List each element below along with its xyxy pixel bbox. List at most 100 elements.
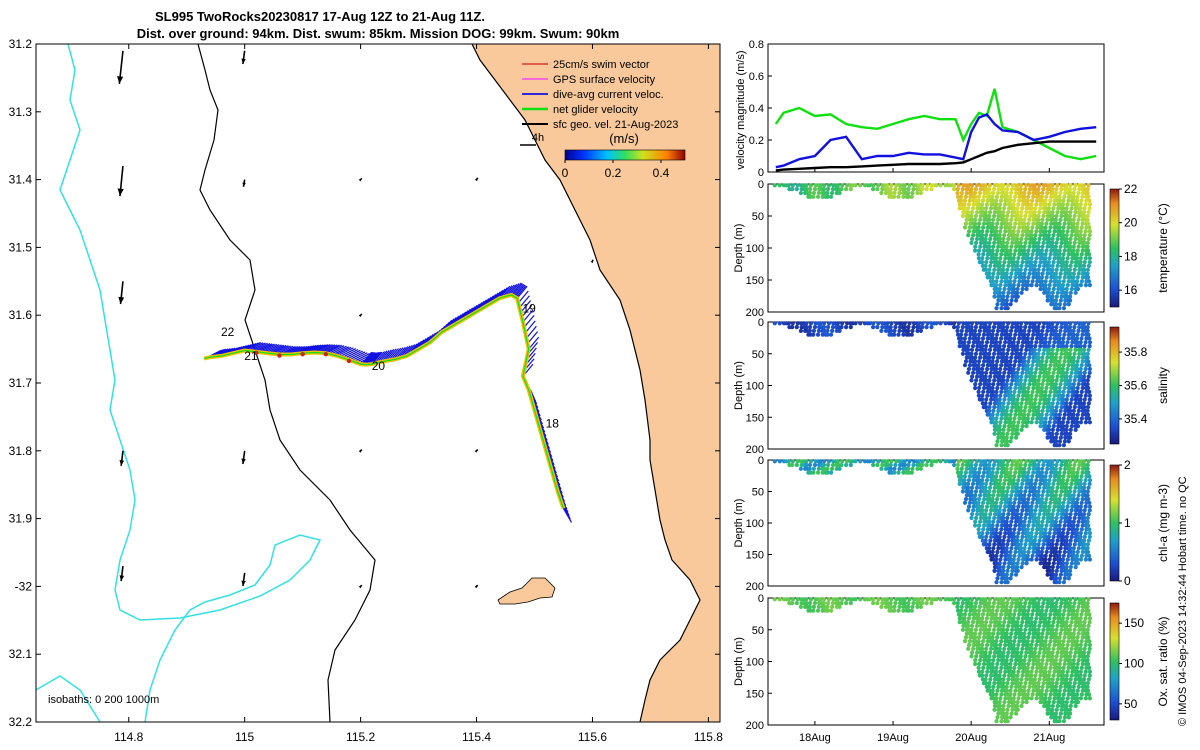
section-dot xyxy=(966,366,972,372)
section-dot xyxy=(1079,336,1084,341)
section-dot xyxy=(1040,658,1045,663)
section-dot xyxy=(1067,681,1073,686)
section-dot xyxy=(1064,321,1069,326)
section-dot xyxy=(1030,553,1035,558)
section-dot xyxy=(973,217,978,222)
section-dot xyxy=(969,601,974,606)
section-dot xyxy=(1023,240,1028,245)
current-vector xyxy=(521,304,533,318)
section-dot xyxy=(1054,302,1059,307)
section-dot xyxy=(816,328,822,333)
section-dot xyxy=(1012,692,1017,697)
section-dot xyxy=(983,267,989,272)
section-dot xyxy=(1011,340,1016,345)
section-dot xyxy=(1041,378,1046,383)
section-dot xyxy=(1055,512,1060,517)
section-dot xyxy=(1066,553,1071,558)
section-dot xyxy=(790,459,795,464)
section-dot xyxy=(1067,405,1073,410)
section-dot xyxy=(963,608,969,613)
section-dot xyxy=(1034,229,1039,234)
section-dot xyxy=(1050,565,1055,570)
section-dot xyxy=(1061,336,1066,341)
section-dot xyxy=(1079,650,1084,655)
section-dot xyxy=(1016,696,1021,701)
section-dot xyxy=(1040,355,1045,360)
section-dot xyxy=(1045,328,1050,333)
section-dot xyxy=(811,194,816,199)
section-dot xyxy=(987,328,992,333)
section-dot xyxy=(994,389,999,394)
section-dot xyxy=(1082,681,1087,686)
section-dot xyxy=(996,711,1001,716)
section-dot xyxy=(1003,202,1008,207)
section-dot xyxy=(811,608,816,613)
section-dot xyxy=(1057,385,1062,391)
section-dot xyxy=(977,328,983,333)
section-dot xyxy=(1034,256,1039,261)
section-dot xyxy=(969,217,975,222)
section-dot xyxy=(1061,279,1066,284)
section-dot xyxy=(990,416,996,421)
section-dot xyxy=(1055,538,1060,543)
section-dot xyxy=(772,459,777,464)
section-dot xyxy=(1064,263,1069,268)
section-dot xyxy=(1033,351,1038,356)
section-dot xyxy=(985,500,991,505)
section-dot xyxy=(962,620,968,625)
section-dot xyxy=(1020,340,1026,345)
section-dot xyxy=(1006,485,1011,490)
geo-arrow-head xyxy=(474,449,478,453)
section-dot xyxy=(1059,405,1064,410)
section-dot xyxy=(970,620,976,625)
section-dot xyxy=(1026,531,1031,536)
section-dot xyxy=(1010,601,1015,606)
section-dot xyxy=(1075,256,1080,261)
section-dot xyxy=(1069,620,1074,625)
section-dot xyxy=(1064,294,1070,299)
section-dot xyxy=(1064,568,1070,574)
map-ytick-label: 32.1 xyxy=(9,647,33,661)
section-dot xyxy=(1068,294,1073,299)
section-dot xyxy=(969,623,975,629)
section-dot xyxy=(830,604,835,610)
section-dot xyxy=(985,665,991,671)
section-dot xyxy=(1022,684,1027,690)
section-dot xyxy=(1060,366,1066,372)
section-dot xyxy=(772,183,777,188)
section-dot xyxy=(1015,267,1021,272)
section-dot xyxy=(1086,183,1091,188)
section-dot xyxy=(1028,515,1033,521)
section-dot xyxy=(974,597,980,602)
section-dot xyxy=(934,183,939,188)
section-dot xyxy=(1067,267,1073,272)
section-dot xyxy=(1036,328,1041,333)
section-dot xyxy=(1055,427,1060,432)
section-dot xyxy=(1013,217,1019,222)
section-dot xyxy=(1022,248,1027,253)
section-dot xyxy=(1079,363,1084,368)
section-dot xyxy=(1087,344,1092,349)
section-dot xyxy=(974,459,980,464)
section-dot xyxy=(1036,681,1041,686)
section-dot xyxy=(1068,290,1073,295)
section-dot xyxy=(1023,601,1028,606)
section-dot xyxy=(1057,553,1062,558)
section-dot xyxy=(1001,542,1006,547)
section-dot xyxy=(1061,344,1066,349)
section-dot xyxy=(1082,646,1087,651)
section-dot xyxy=(1066,527,1071,532)
section-dot xyxy=(1032,485,1037,490)
section-dot xyxy=(1061,260,1066,265)
section-dot xyxy=(920,183,925,188)
section-dot xyxy=(1005,332,1010,337)
section-dot xyxy=(1036,408,1041,413)
speed-cbar-tick-label: 0.2 xyxy=(605,166,622,180)
section-dot xyxy=(982,385,987,391)
section-dot xyxy=(821,325,827,330)
section-dot xyxy=(1069,397,1074,402)
section-dot xyxy=(916,321,922,326)
section-dot xyxy=(1031,332,1036,337)
section-dot xyxy=(920,459,925,464)
section-dot xyxy=(966,478,972,483)
